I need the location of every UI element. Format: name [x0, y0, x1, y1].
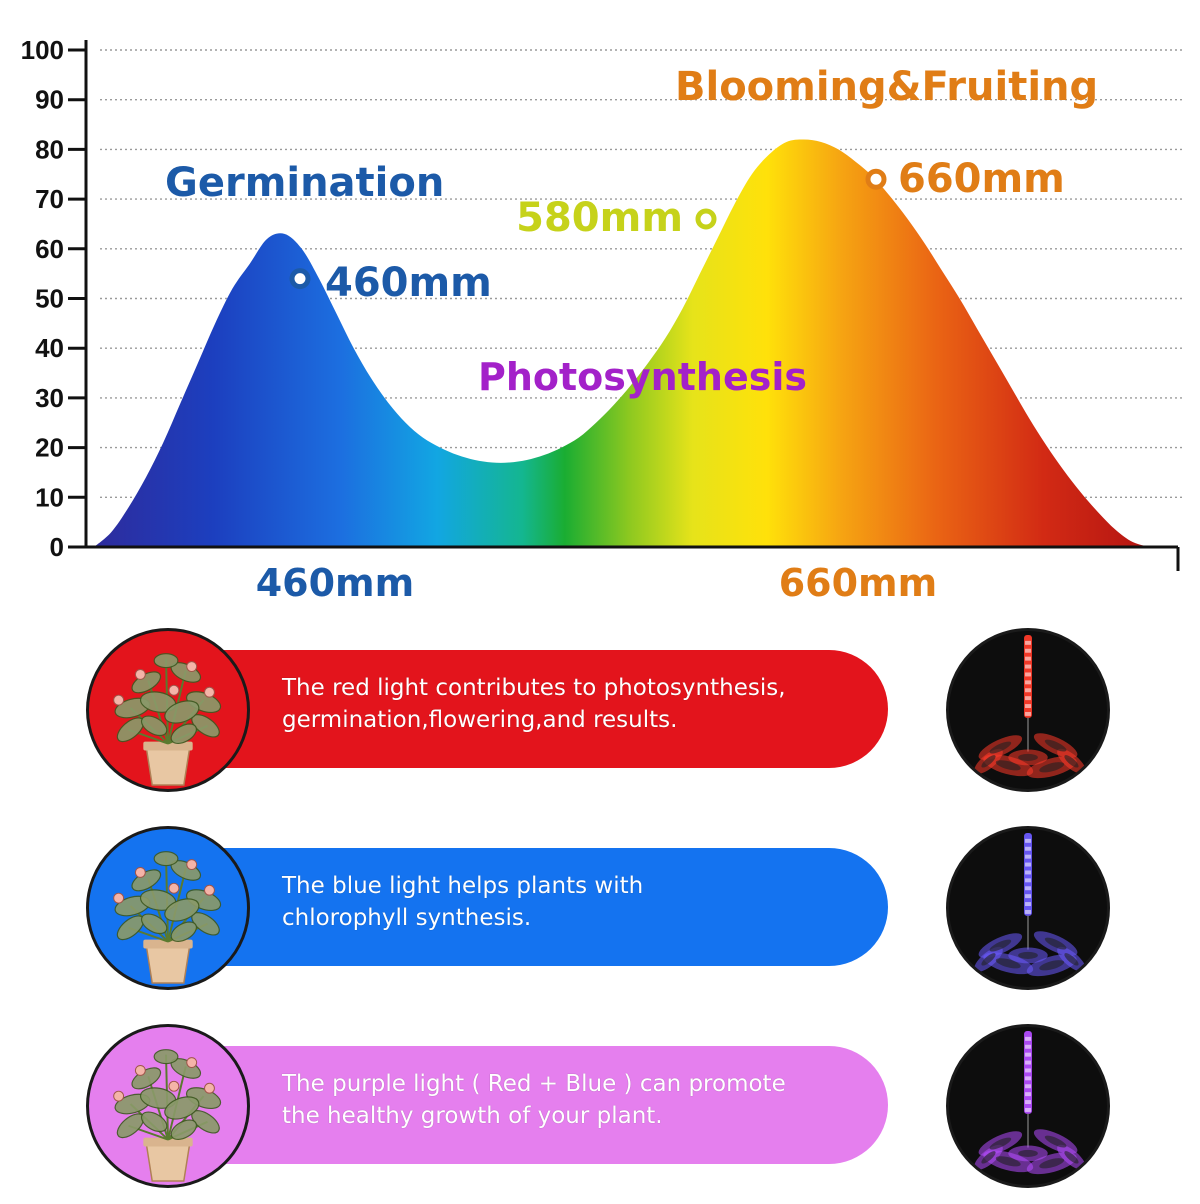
annotations: Germination 460mm Blooming&Fruiting 580mm 66…: [165, 64, 1098, 399]
purple-light-text-line2: the healthy growth of your plant.: [282, 1103, 663, 1129]
red-light-text-line2: germination,flowering,and results.: [282, 707, 678, 733]
blue-lamp-icon: [946, 826, 1110, 990]
plant-icon: [113, 1049, 222, 1182]
y-tick-label: 40: [35, 333, 64, 363]
red-light-text-line1: The red light contributes to photosynthe…: [282, 675, 786, 701]
y-tick-label: 20: [35, 433, 64, 463]
plant-icon: [113, 851, 222, 984]
y-tick-label: 100: [21, 35, 64, 65]
light-row-purple: The purple light ( Red + Blue ) can prom…: [0, 1024, 1200, 1204]
lamp-icon: [974, 832, 1086, 977]
light-row-red: The red light contributes to photosynthe…: [0, 628, 1200, 808]
blue-light-text: The blue light helps plants with chlorop…: [282, 870, 842, 934]
y-tick-label: 50: [35, 284, 64, 314]
marker-dot: [695, 208, 717, 230]
germination-label: Germination: [165, 160, 444, 206]
y-tick-label: 0: [50, 532, 64, 562]
blue-plant-icon: [86, 826, 250, 990]
x-tick-labels: 460mm 660mm: [256, 561, 938, 605]
lamp-icon: [974, 1030, 1086, 1175]
purple-light-banner: [140, 1046, 888, 1164]
blue-light-text-line1: The blue light helps plants with: [282, 873, 644, 899]
y-tick-label: 30: [35, 383, 64, 413]
axes: [68, 40, 1180, 571]
photosynthesis-label: Photosynthesis: [478, 355, 807, 399]
x-tick-label-460mm: 460mm: [256, 561, 415, 605]
plant-icon: [113, 653, 222, 786]
blue-light-text-line2: chlorophyll synthesis.: [282, 905, 532, 931]
spectrum-chart: 0 10 20 30 40 50 60 70 80 90 100 Germination 460mm B…: [21, 35, 1185, 605]
y-tick-label: 90: [35, 85, 64, 115]
red-light-banner: [140, 650, 888, 768]
x-tick-label-660mm: 660mm: [779, 561, 938, 605]
light-row-blue: The blue light helps plants with chlorop…: [0, 826, 1200, 1006]
red-lamp-icon: [946, 628, 1110, 792]
purple-light-text-line1: The purple light ( Red + Blue ) can prom…: [282, 1071, 786, 1097]
red-light-text: The red light contributes to photosynthe…: [282, 672, 842, 736]
lamp-icon: [974, 634, 1086, 779]
marker-460mm-label: 460mm: [325, 260, 492, 306]
purple-light-text: The purple light ( Red + Blue ) can prom…: [282, 1068, 842, 1132]
marker-660mm-label: 660mm: [898, 156, 1065, 202]
purple-plant-icon: [86, 1024, 250, 1188]
blooming-fruiting-label: Blooming&Fruiting: [675, 64, 1098, 110]
marker-dot: [865, 168, 887, 190]
blue-light-banner: [140, 848, 888, 966]
marker-580mm-label: 580mm: [516, 195, 683, 241]
y-tick-label: 80: [35, 134, 64, 164]
y-tick-label: 60: [35, 234, 64, 264]
red-plant-icon: [86, 628, 250, 792]
y-tick-label: 70: [35, 184, 64, 214]
purple-lamp-icon: [946, 1024, 1110, 1188]
y-tick-label: 10: [35, 482, 64, 512]
y-tick-labels: 0 10 20 30 40 50 60 70 80 90 100: [21, 35, 64, 562]
spectrum-area: [86, 139, 1150, 547]
marker-dot: [289, 268, 311, 290]
